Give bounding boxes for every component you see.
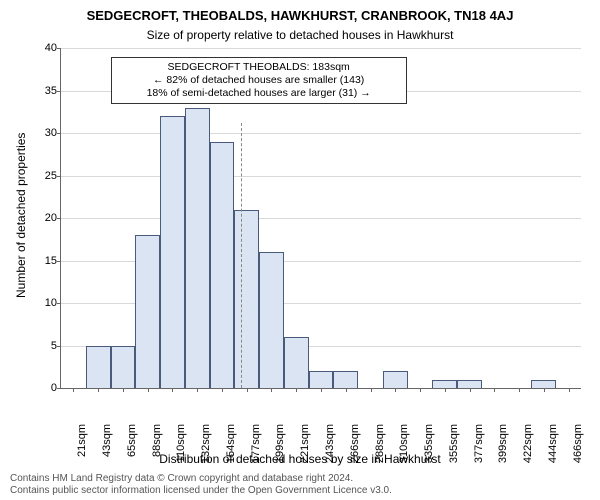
y-tick-label: 20 (31, 212, 57, 224)
x-tick-mark (123, 388, 124, 392)
histogram-bar (185, 108, 210, 389)
histogram-bar (284, 337, 309, 388)
x-tick-mark (222, 388, 223, 392)
histogram-bar (531, 380, 556, 389)
x-tick-mark (98, 388, 99, 392)
x-tick-mark (148, 388, 149, 392)
histogram-bar (432, 380, 457, 389)
chart-container: SEDGECROFT, THEOBALDS, HAWKHURST, CRANBR… (0, 0, 600, 500)
x-tick-mark (494, 388, 495, 392)
x-tick-mark (321, 388, 322, 392)
y-tick-label: 40 (31, 42, 57, 54)
x-tick-mark (544, 388, 545, 392)
x-tick-mark (470, 388, 471, 392)
x-tick-mark (420, 388, 421, 392)
chart-title: SEDGECROFT, THEOBALDS, HAWKHURST, CRANBR… (0, 8, 600, 23)
gridline (61, 48, 581, 49)
y-tick-label: 25 (31, 170, 57, 182)
x-tick-mark (371, 388, 372, 392)
footer-line1: Contains HM Land Registry data © Crown c… (10, 473, 392, 485)
x-tick-mark (395, 388, 396, 392)
x-tick-mark (296, 388, 297, 392)
gridline (61, 176, 581, 177)
y-tick-label: 0 (31, 382, 57, 394)
annotation-line: 18% of semi-detached houses are larger (… (118, 87, 400, 100)
histogram-bar (135, 235, 160, 388)
histogram-bar (111, 346, 136, 389)
histogram-bar (333, 371, 358, 388)
y-tick-mark (57, 261, 61, 262)
y-tick-label: 5 (31, 340, 57, 352)
footer: Contains HM Land Registry data © Crown c… (10, 473, 392, 496)
y-tick-label: 10 (31, 297, 57, 309)
y-tick-mark (57, 388, 61, 389)
x-tick-mark (73, 388, 74, 392)
y-tick-mark (57, 133, 61, 134)
histogram-bar (234, 210, 259, 389)
histogram-bar (309, 371, 334, 388)
y-tick-mark (57, 48, 61, 49)
x-tick-mark (519, 388, 520, 392)
histogram-bar (86, 346, 111, 389)
histogram-bar (383, 371, 408, 388)
x-tick-mark (247, 388, 248, 392)
y-tick-label: 30 (31, 127, 57, 139)
histogram-bar (259, 252, 284, 388)
x-tick-mark (271, 388, 272, 392)
y-tick-mark (57, 91, 61, 92)
gridline (61, 133, 581, 134)
x-tick-mark (197, 388, 198, 392)
annotation-line: ← 82% of detached houses are smaller (14… (118, 74, 400, 87)
plot-area: 051015202530354021sqm43sqm65sqm88sqm110s… (60, 48, 581, 389)
y-tick-mark (57, 346, 61, 347)
histogram-bar (160, 116, 185, 388)
x-axis-label: Distribution of detached houses by size … (0, 452, 600, 466)
chart-subtitle: Size of property relative to detached ho… (0, 28, 600, 42)
y-tick-label: 35 (31, 85, 57, 97)
y-axis-label: Number of detached properties (14, 133, 28, 298)
x-tick-mark (172, 388, 173, 392)
histogram-bar (210, 142, 235, 389)
y-tick-mark (57, 218, 61, 219)
annotation-line: SEDGECROFT THEOBALDS: 183sqm (118, 61, 400, 74)
y-tick-label: 15 (31, 255, 57, 267)
footer-line2: Contains public sector information licen… (10, 485, 392, 497)
x-tick-mark (346, 388, 347, 392)
histogram-bar (457, 380, 482, 389)
y-tick-mark (57, 303, 61, 304)
y-tick-mark (57, 176, 61, 177)
reference-line (241, 123, 242, 388)
annotation-box: SEDGECROFT THEOBALDS: 183sqm← 82% of det… (111, 57, 407, 104)
x-tick-mark (445, 388, 446, 392)
gridline (61, 218, 581, 219)
x-tick-mark (569, 388, 570, 392)
